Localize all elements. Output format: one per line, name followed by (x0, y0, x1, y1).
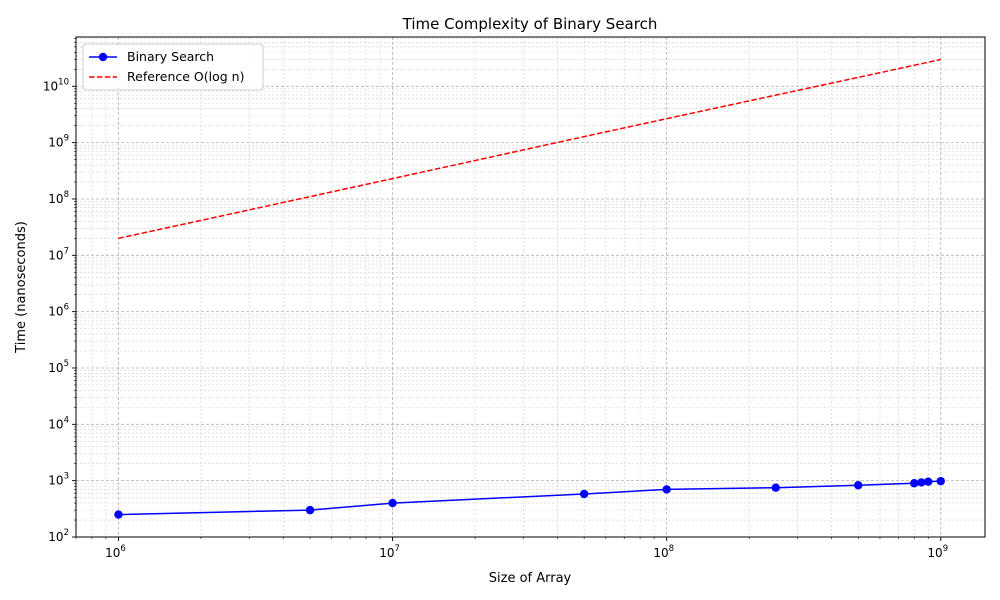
data-point-binary-search (854, 481, 863, 490)
y-tick-label: 106 (48, 303, 69, 319)
y-tick-label: 1010 (43, 77, 69, 93)
chart-title: Time Complexity of Binary Search (402, 15, 658, 33)
data-point-binary-search (662, 485, 671, 494)
series-line-reference-o-log-n (118, 58, 941, 240)
x-tick-label: 109 (927, 544, 948, 560)
x-tick-label: 106 (105, 544, 126, 560)
x-axis-label: Size of Array (489, 571, 572, 586)
y-tick-label: 108 (48, 190, 69, 206)
legend-label-reference: Reference O(log n) (127, 69, 244, 84)
data-point-binary-search (114, 510, 123, 519)
data-point-binary-search (305, 505, 315, 515)
legend-marker-binary-search (98, 52, 108, 62)
y-axis-ticks: 102 103 104 105 106 107 108 109 1010 (43, 38, 76, 544)
data-point-binary-search (910, 479, 919, 488)
y-tick-label: 103 (48, 472, 69, 488)
y-tick-label: 102 (48, 528, 69, 544)
y-tick-label: 107 (48, 246, 69, 262)
legend-label-binary-search: Binary Search (127, 49, 214, 64)
y-tick-label: 104 (48, 415, 69, 431)
data-point-binary-search (771, 483, 780, 492)
y-axis-label: Time (nanoseconds) (14, 221, 29, 354)
legend: Binary Search Reference O(log n) (82, 43, 264, 91)
y-tick-label: 109 (48, 134, 69, 150)
data-point-binary-search (917, 478, 926, 487)
data-point-binary-search (579, 489, 589, 499)
x-axis-ticks: 106 107 108 109 (75, 537, 948, 560)
y-tick-label: 105 (48, 359, 69, 375)
data-point-binary-search (924, 477, 933, 486)
plot-area-frame (75, 36, 986, 538)
data-point-binary-search (388, 498, 397, 508)
minor-grid (75, 37, 985, 537)
x-tick-label: 107 (379, 544, 400, 560)
legend-frame (82, 43, 264, 91)
data-point-binary-search (936, 476, 945, 486)
series-layer (114, 58, 945, 519)
x-tick-label: 108 (653, 544, 674, 560)
